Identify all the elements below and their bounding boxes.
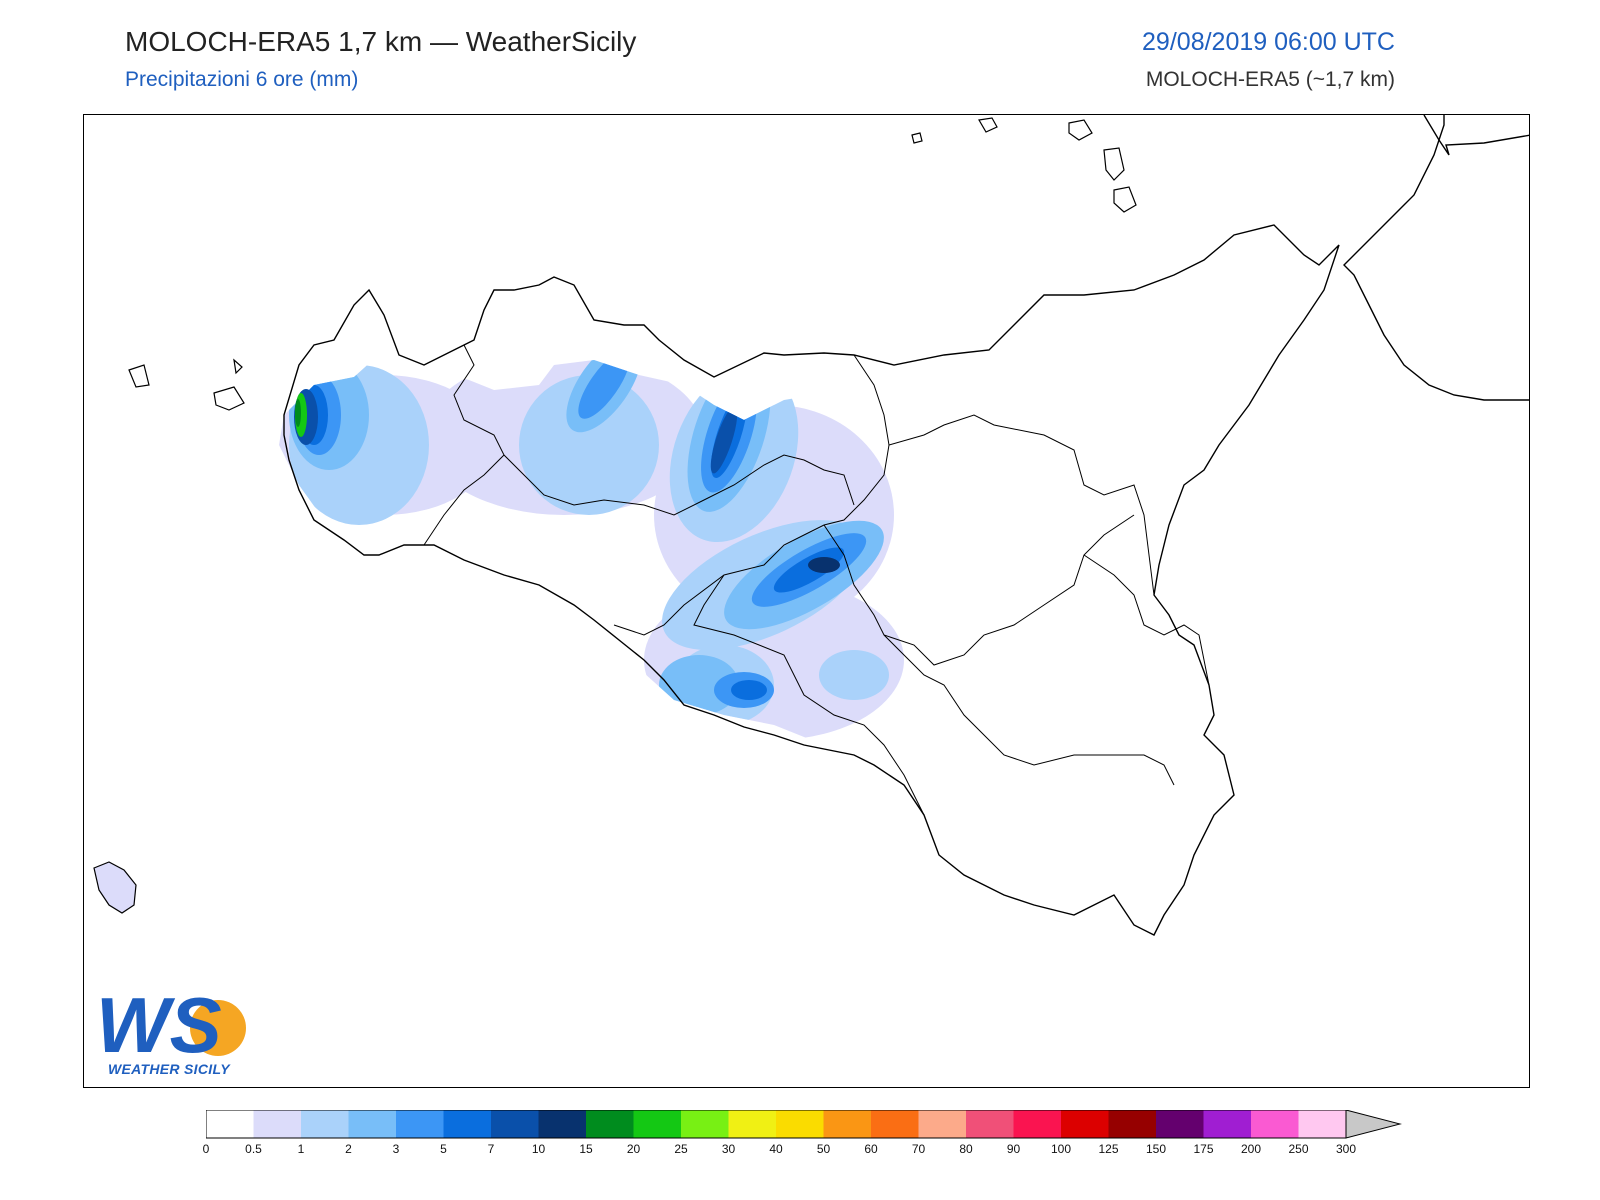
island-levanzo xyxy=(233,358,243,375)
colorbar-swatch xyxy=(1061,1110,1109,1138)
calabria-coastline xyxy=(1423,115,1529,156)
precipitation-map xyxy=(93,115,1529,936)
colorbar-swatch xyxy=(206,1110,254,1138)
island-filicudi xyxy=(978,117,998,133)
island-marettimo xyxy=(128,364,150,388)
colorbar-swatch xyxy=(633,1110,682,1138)
colorbar-tick-label: 90 xyxy=(1006,1142,1021,1156)
colorbar-swatch xyxy=(728,1110,777,1138)
colorbar-swatch xyxy=(1156,1110,1204,1138)
colorbar-tick-label: 2 xyxy=(345,1142,352,1156)
precip-area xyxy=(731,680,767,700)
precip-area xyxy=(519,375,659,515)
colorbar-tick-label: 80 xyxy=(959,1142,973,1156)
logo-letters: WS xyxy=(96,981,222,1069)
colorbar-swatch xyxy=(253,1110,302,1138)
colorbar-swatch xyxy=(1203,1110,1252,1138)
colorbar-swatch xyxy=(871,1110,919,1138)
colorbar-tick-label: 25 xyxy=(674,1142,688,1156)
precip-area xyxy=(710,406,738,474)
islands xyxy=(93,117,1137,914)
precip-area xyxy=(494,285,554,345)
colorbar-swatch xyxy=(538,1110,587,1138)
island-alicudi xyxy=(911,132,923,144)
colorbar-tick-label: 200 xyxy=(1240,1142,1262,1156)
calabria-coastline xyxy=(1343,115,1529,401)
colorbar-tick-label: 40 xyxy=(769,1142,783,1156)
island-vulcano xyxy=(1113,186,1137,213)
colorbar-tick-label: 7 xyxy=(487,1142,495,1156)
precip-area xyxy=(578,351,630,419)
logo-text: WEATHER SICILY xyxy=(108,1061,230,1077)
colorbar-tick-label: 1 xyxy=(297,1142,305,1156)
colorbar-tick-label: 15 xyxy=(579,1142,593,1156)
colorbar-swatch xyxy=(1013,1110,1062,1138)
colorbar-tick-label: 125 xyxy=(1098,1142,1119,1156)
colorbar-swatch xyxy=(966,1110,1014,1138)
island-favignana xyxy=(213,386,245,411)
island-lipari xyxy=(1103,147,1125,181)
colorbar-swatch xyxy=(1298,1110,1347,1138)
colorbar-swatch xyxy=(301,1110,349,1138)
map-panel xyxy=(83,114,1530,1088)
colorbar-swatch xyxy=(348,1110,397,1138)
colorbar-tick-label: 10 xyxy=(531,1142,546,1156)
colorbar-frame xyxy=(206,1110,1347,1139)
colorbar-overflow-triangle xyxy=(1345,1110,1402,1139)
precipitation-colorbar xyxy=(206,1110,1402,1139)
sicily-coastline xyxy=(283,224,1340,936)
colorbar-swatch xyxy=(396,1110,444,1138)
weathersicily-logo: WS xyxy=(96,981,246,1069)
colorbar-swatch xyxy=(823,1110,872,1138)
colorbar-swatch xyxy=(681,1110,729,1138)
colorbar-tick-label: 50 xyxy=(816,1142,831,1156)
colorbar-tick-label: 30 xyxy=(721,1142,736,1156)
precipitation-field xyxy=(279,285,904,740)
precip-area xyxy=(819,650,889,700)
sun-icon xyxy=(190,1000,246,1056)
map-subtitle: Precipitazioni 6 ore (mm) xyxy=(125,68,359,91)
colorbar-tick-label: 20 xyxy=(626,1142,641,1156)
island-salina xyxy=(1068,119,1093,141)
colorbar-swatch xyxy=(918,1110,967,1138)
precip-core xyxy=(295,399,301,427)
colorbar-tick-label: 0 xyxy=(202,1142,210,1156)
precip-area xyxy=(659,655,739,715)
colorbar-tick-label: 70 xyxy=(911,1142,926,1156)
colorbar-tick-label: 250 xyxy=(1288,1142,1309,1156)
colorbar-swatch xyxy=(443,1110,492,1138)
colorbar-swatch xyxy=(491,1110,539,1138)
map-title: MOLOCH-ERA5 1,7 km — WeatherSicily xyxy=(125,26,637,57)
colorbar-swatch xyxy=(586,1110,634,1138)
colorbar-tick-label: 300 xyxy=(1335,1142,1357,1156)
island-pantelleria xyxy=(93,861,137,914)
precip-area xyxy=(808,557,840,573)
colorbar-tick-label: 60 xyxy=(864,1142,878,1156)
colorbar-tick-label: 100 xyxy=(1050,1142,1072,1156)
colorbar-tick-label: 0.5 xyxy=(245,1142,262,1156)
colorbar-tick-label: 3 xyxy=(392,1142,400,1156)
model-label: MOLOCH-ERA5 (~1,7 km) xyxy=(1145,68,1395,91)
colorbar-swatch xyxy=(1251,1110,1299,1138)
colorbar-tick-label: 175 xyxy=(1193,1142,1214,1156)
colorbar-swatch xyxy=(776,1110,824,1138)
colorbar-tick-label: 5 xyxy=(440,1142,447,1156)
colorbar-tick-label: 150 xyxy=(1145,1142,1167,1156)
province-borders xyxy=(423,344,1210,816)
colorbar-swatch xyxy=(1108,1110,1157,1138)
valid-datetime: 29/08/2019 06:00 UTC xyxy=(1142,28,1395,56)
